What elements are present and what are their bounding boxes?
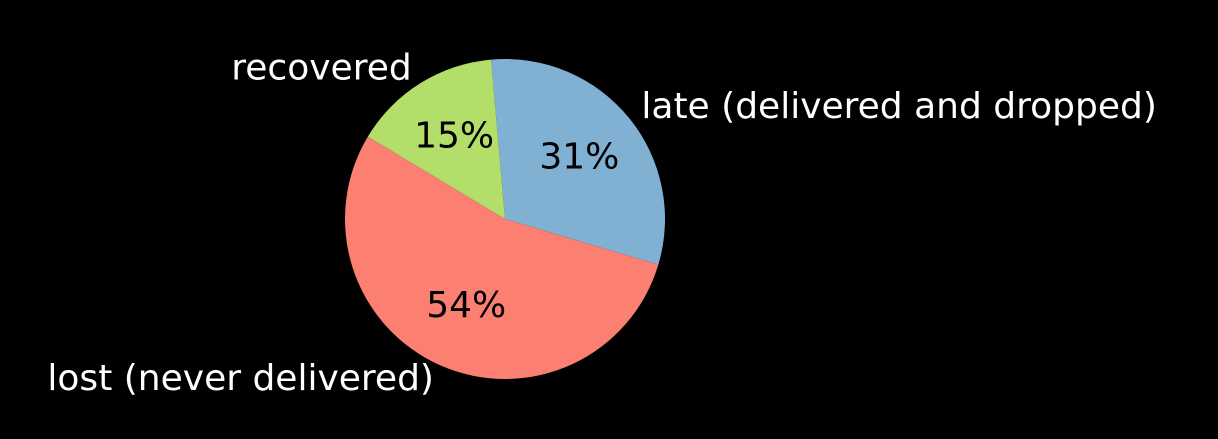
slice-label-lost-never-delivered: lost (never delivered) bbox=[47, 358, 434, 399]
pie-slice-late-delivered-and-dropped bbox=[491, 59, 665, 265]
slice-percent-recovered: 15% bbox=[414, 116, 494, 157]
slice-percent-late-delivered-and-dropped: 31% bbox=[539, 136, 619, 177]
slice-percent-lost-never-delivered: 54% bbox=[426, 285, 506, 326]
slice-label-recovered: recovered bbox=[231, 48, 411, 89]
pie-labels: late (delivered and dropped) 31% lost (nev… bbox=[47, 48, 1157, 399]
pie-slice-recovered bbox=[367, 59, 505, 219]
pie-slices bbox=[345, 59, 665, 379]
slice-label-late-delivered-and-dropped: late (delivered and dropped) bbox=[641, 86, 1157, 127]
pie-slice-lost-never-delivered bbox=[345, 136, 659, 379]
